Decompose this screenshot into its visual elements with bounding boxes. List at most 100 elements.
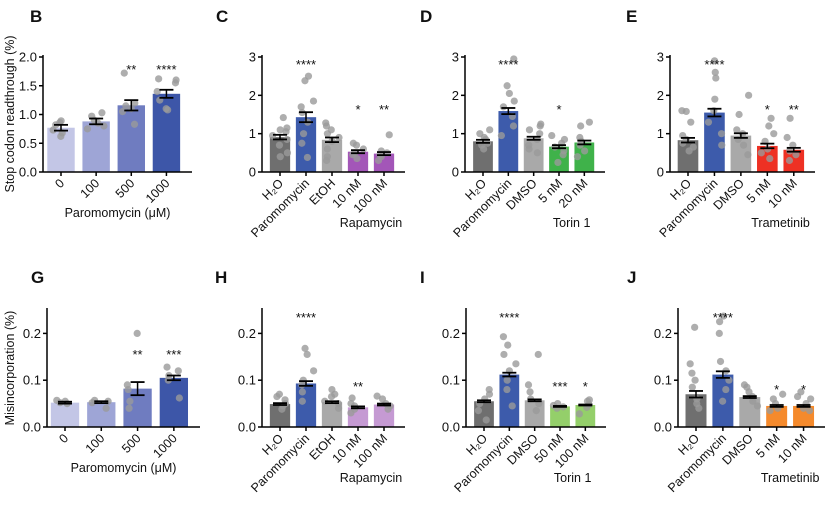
data-point (585, 396, 593, 404)
x-tick-label: 500 (113, 176, 138, 201)
data-point (373, 392, 381, 400)
data-point (766, 407, 774, 415)
data-point (716, 357, 725, 366)
data-point (524, 381, 533, 389)
group-label: Rapamycin (340, 471, 403, 485)
data-point (474, 407, 482, 415)
data-point (322, 119, 330, 127)
x-axis-label: Paromomycin (μM) (71, 461, 177, 475)
data-point (503, 82, 511, 90)
bar (574, 142, 595, 172)
data-point (807, 395, 815, 403)
data-point (691, 323, 699, 331)
data-point (688, 383, 696, 391)
data-point (503, 376, 511, 384)
data-point (512, 360, 520, 368)
y-tick-label: 0.2 (238, 326, 256, 341)
data-point (533, 149, 541, 157)
panel-letter: H (215, 268, 227, 287)
data-point (153, 87, 161, 96)
data-point (717, 130, 726, 138)
data-point (279, 113, 287, 122)
significance-marker: ** (133, 347, 143, 362)
data-point (102, 404, 110, 412)
x-tick-label: 1000 (143, 176, 173, 206)
significance-marker: ** (126, 62, 136, 77)
significance-marker: * (801, 382, 806, 397)
data-point (745, 91, 753, 99)
bar (473, 141, 493, 172)
data-point (575, 410, 583, 418)
data-point (57, 117, 65, 125)
data-point (98, 109, 106, 117)
panel-letter: E (626, 7, 637, 26)
data-point (276, 153, 284, 161)
data-point (275, 141, 284, 149)
data-point (298, 397, 306, 405)
data-point (560, 135, 569, 144)
data-point (163, 363, 171, 371)
x-tick-label: 500 (119, 431, 144, 456)
group-label: Trametinib (761, 471, 820, 485)
data-point (328, 385, 336, 394)
significance-marker: **** (713, 310, 733, 325)
bar (50, 402, 80, 427)
data-point (573, 153, 582, 161)
data-point (532, 407, 540, 415)
y-tick-label: 1 (249, 126, 256, 141)
data-point (765, 122, 773, 130)
data-point (503, 385, 511, 394)
y-tick-label: 2 (657, 88, 664, 103)
data-point (275, 390, 284, 398)
data-point (525, 126, 534, 134)
data-point (133, 329, 141, 337)
data-point (83, 125, 92, 133)
significance-marker: **** (156, 62, 176, 77)
y-tick-label: 0.1 (654, 373, 672, 388)
y-tick-label: 3 (452, 50, 459, 65)
data-point (299, 130, 308, 138)
y-tick-label: 1.0 (19, 107, 37, 122)
data-point (508, 402, 516, 410)
bar (704, 112, 725, 172)
data-point (174, 367, 182, 375)
significance-marker: **** (296, 57, 316, 72)
data-point (349, 139, 357, 147)
data-point (719, 397, 727, 405)
x-tick-label: 10 nM (765, 176, 799, 210)
data-point (172, 76, 180, 84)
data-point (482, 416, 490, 424)
significance-marker: ** (379, 102, 389, 117)
data-point (497, 131, 505, 140)
data-point (298, 388, 306, 396)
data-point (303, 350, 311, 359)
significance-marker: * (774, 382, 779, 397)
x-tick-label: 10 nM (775, 431, 809, 465)
data-point (499, 333, 508, 341)
data-point (536, 130, 544, 138)
data-point (283, 149, 292, 157)
data-point (131, 99, 139, 107)
x-tick-label: 0 (56, 431, 71, 446)
x-tick-label: DMSO (719, 431, 756, 468)
data-point (304, 72, 313, 80)
y-tick-label: 0 (452, 165, 459, 180)
data-point (359, 145, 367, 153)
panel-letter: C (216, 7, 228, 26)
panel-letter: J (627, 268, 636, 287)
data-point (693, 395, 701, 403)
data-point (783, 133, 791, 142)
data-point (691, 376, 699, 384)
data-point (298, 139, 306, 147)
y-tick-label: 2 (249, 88, 256, 103)
data-point (348, 394, 356, 402)
data-point (301, 344, 309, 352)
y-tick-label: 0.1 (23, 373, 41, 388)
y-tick-label: 1 (657, 126, 664, 141)
y-tick-label: 0.2 (23, 326, 41, 341)
